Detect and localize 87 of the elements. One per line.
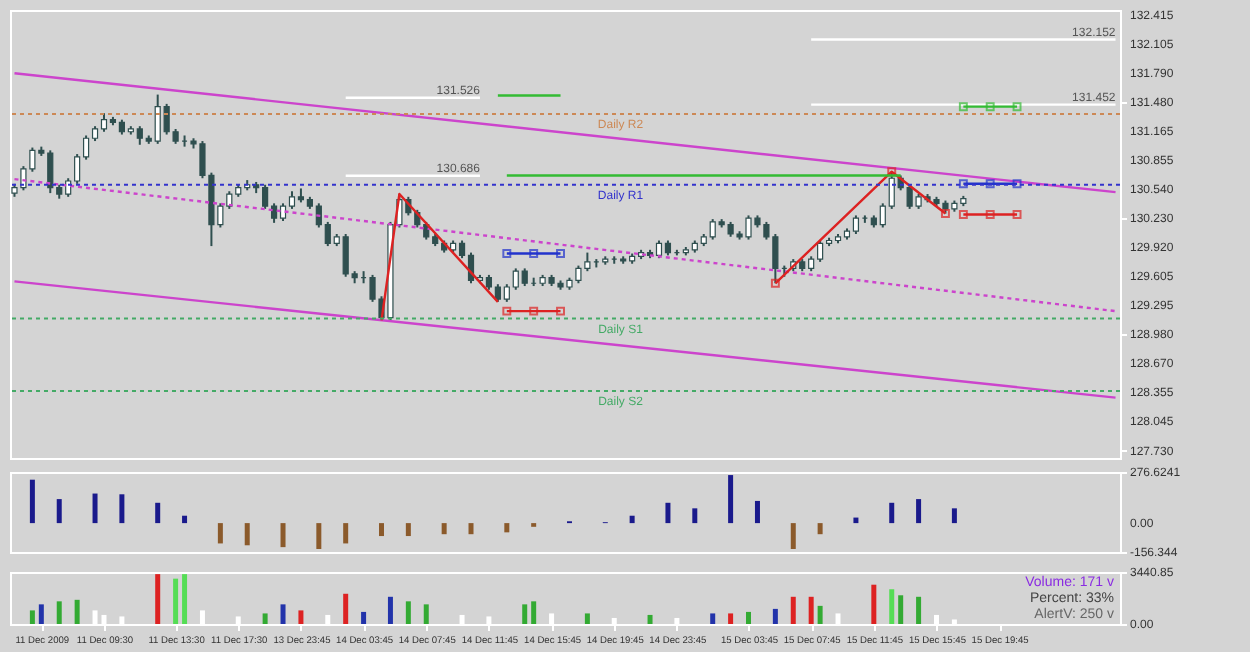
point bbox=[1012, 210, 1022, 219]
point bbox=[1012, 102, 1022, 112]
bar bbox=[933, 614, 939, 624]
bar bbox=[459, 614, 465, 624]
point bbox=[556, 306, 565, 316]
bar bbox=[746, 611, 752, 624]
bar bbox=[710, 613, 716, 624]
candlestick bbox=[852, 214, 860, 235]
bar bbox=[92, 493, 98, 524]
point bbox=[1012, 179, 1022, 189]
bar bbox=[549, 613, 555, 624]
bar bbox=[182, 574, 188, 624]
point bbox=[502, 306, 512, 316]
bar bbox=[441, 523, 447, 535]
bar bbox=[182, 515, 188, 524]
bar bbox=[665, 502, 671, 524]
bar bbox=[754, 500, 760, 524]
bar bbox=[361, 611, 367, 624]
bar bbox=[298, 610, 304, 624]
bar bbox=[504, 523, 510, 533]
point bbox=[556, 249, 565, 258]
bar bbox=[316, 523, 322, 549]
bar bbox=[343, 523, 349, 544]
point bbox=[985, 179, 995, 189]
bar bbox=[916, 596, 922, 624]
bar bbox=[155, 574, 161, 624]
point bbox=[940, 209, 950, 219]
bar bbox=[817, 523, 823, 535]
bar bbox=[522, 604, 528, 624]
bar bbox=[808, 596, 814, 624]
bar bbox=[343, 593, 349, 624]
point bbox=[985, 210, 995, 219]
point bbox=[958, 179, 968, 189]
bar bbox=[584, 613, 590, 624]
bar bbox=[199, 610, 205, 624]
bar bbox=[387, 596, 393, 624]
bar bbox=[119, 494, 125, 524]
bar bbox=[56, 601, 62, 624]
bar bbox=[217, 523, 223, 544]
bar bbox=[378, 523, 384, 537]
bar bbox=[235, 616, 241, 624]
bar bbox=[486, 616, 492, 624]
bar bbox=[817, 605, 823, 624]
bar bbox=[790, 523, 796, 549]
bar bbox=[29, 479, 35, 524]
bar bbox=[772, 608, 778, 624]
bar bbox=[889, 502, 895, 524]
bar bbox=[916, 499, 922, 524]
candlestick bbox=[100, 112, 108, 133]
bar bbox=[728, 475, 734, 524]
bar bbox=[951, 508, 957, 524]
point bbox=[958, 102, 968, 112]
bar bbox=[835, 613, 841, 624]
bar bbox=[155, 502, 161, 524]
bar bbox=[728, 613, 734, 624]
bar bbox=[29, 610, 35, 624]
bar bbox=[119, 616, 125, 624]
bar bbox=[38, 604, 44, 624]
bar bbox=[531, 601, 537, 624]
bar bbox=[423, 604, 429, 624]
bar bbox=[325, 614, 331, 624]
bar bbox=[74, 599, 80, 624]
bar bbox=[56, 499, 62, 524]
point bbox=[985, 102, 995, 112]
bar bbox=[692, 508, 698, 524]
bar bbox=[405, 601, 411, 624]
bar bbox=[262, 613, 268, 624]
bar bbox=[898, 595, 904, 624]
point bbox=[529, 249, 539, 258]
bar bbox=[405, 523, 411, 537]
bar bbox=[244, 523, 250, 546]
bar bbox=[468, 523, 474, 535]
bar bbox=[629, 515, 635, 524]
bar bbox=[790, 596, 796, 624]
point bbox=[887, 167, 897, 177]
bar bbox=[871, 584, 877, 624]
point bbox=[502, 249, 512, 258]
point bbox=[770, 278, 780, 288]
bar bbox=[173, 578, 179, 624]
bar bbox=[280, 523, 286, 548]
bar bbox=[280, 604, 286, 624]
point bbox=[958, 210, 968, 219]
point bbox=[529, 306, 539, 316]
bar bbox=[611, 617, 617, 624]
bar bbox=[889, 589, 895, 624]
bar bbox=[674, 617, 680, 624]
bar bbox=[647, 614, 653, 624]
